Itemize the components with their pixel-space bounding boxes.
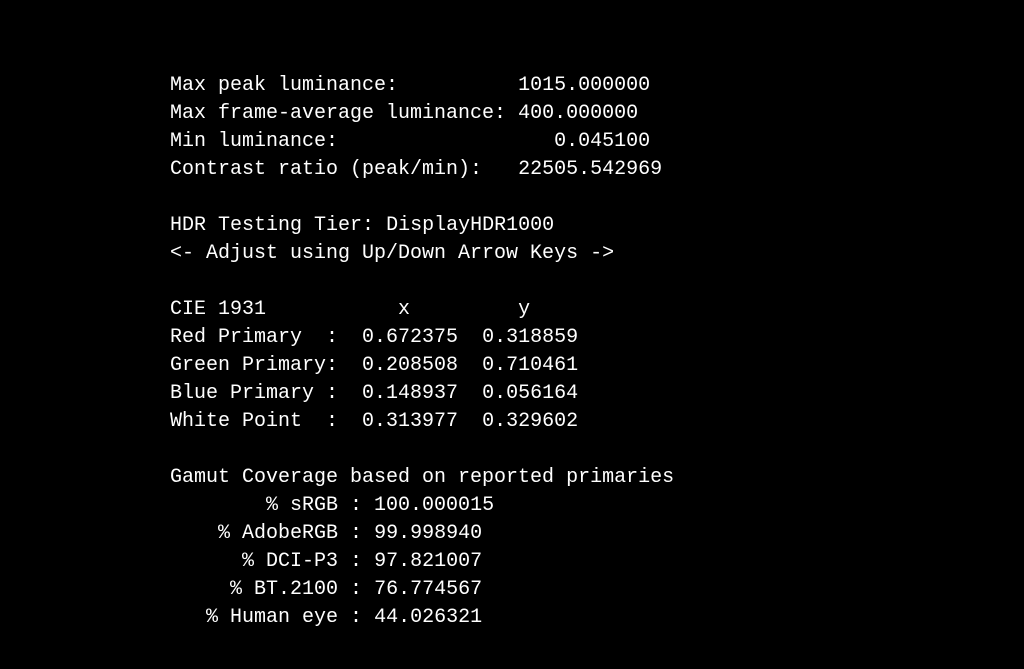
bt2100-label: % BT.2100 :	[230, 578, 362, 601]
humaneye-label: % Human eye :	[206, 606, 362, 629]
cie-y-header: y	[518, 298, 530, 321]
white-point-label: White Point :	[170, 410, 338, 433]
max-frame-avg-label: Max frame-average luminance:	[170, 102, 506, 125]
white-point-x: 0.313977	[362, 410, 458, 433]
blue-primary-label: Blue Primary :	[170, 382, 338, 405]
red-primary-line: Red Primary : 0.672375 0.318859	[170, 324, 1024, 352]
green-primary-y: 0.710461	[482, 354, 578, 377]
blank-line	[170, 436, 1024, 464]
max-frame-avg-value: 400.000000	[518, 102, 638, 125]
hdr-tier-line: HDR Testing Tier: DisplayHDR1000	[170, 212, 1024, 240]
red-primary-label: Red Primary :	[170, 326, 338, 349]
min-luminance-label: Min luminance:	[170, 130, 338, 153]
min-luminance-line: Min luminance: 0.045100	[170, 128, 1024, 156]
dcip3-value: 97.821007	[374, 550, 482, 573]
red-primary-x: 0.672375	[362, 326, 458, 349]
white-point-y: 0.329602	[482, 410, 578, 433]
bt2100-value: 76.774567	[374, 578, 482, 601]
green-primary-x: 0.208508	[362, 354, 458, 377]
hdr-hint-line: <- Adjust using Up/Down Arrow Keys ->	[170, 240, 1024, 268]
dcip3-label: % DCI-P3 :	[242, 550, 362, 573]
gamut-header: Gamut Coverage based on reported primari…	[170, 466, 674, 489]
humaneye-line: % Human eye : 44.026321	[170, 604, 1024, 632]
white-point-line: White Point : 0.313977 0.329602	[170, 408, 1024, 436]
red-primary-y: 0.318859	[482, 326, 578, 349]
adobergb-label: % AdobeRGB :	[218, 522, 362, 545]
cie-header-line: CIE 1931 x y	[170, 296, 1024, 324]
adobergb-line: % AdobeRGB : 99.998940	[170, 520, 1024, 548]
srgb-value: 100.000015	[374, 494, 494, 517]
dcip3-line: % DCI-P3 : 97.821007	[170, 548, 1024, 576]
min-luminance-value: 0.045100	[554, 130, 650, 153]
hdr-hint: <- Adjust using Up/Down Arrow Keys ->	[170, 242, 614, 265]
hdr-tier-value: DisplayHDR1000	[386, 214, 554, 237]
contrast-ratio-value: 22505.542969	[518, 158, 662, 181]
cie-header-label: CIE 1931	[170, 298, 266, 321]
blank-line	[170, 268, 1024, 296]
contrast-ratio-label: Contrast ratio (peak/min):	[170, 158, 482, 181]
cie-x-header: x	[398, 298, 410, 321]
gamut-header-line: Gamut Coverage based on reported primari…	[170, 464, 1024, 492]
max-peak-label: Max peak luminance:	[170, 74, 398, 97]
hdr-tier-label: HDR Testing Tier:	[170, 214, 374, 237]
green-primary-line: Green Primary: 0.208508 0.710461	[170, 352, 1024, 380]
bt2100-line: % BT.2100 : 76.774567	[170, 576, 1024, 604]
max-peak-value: 1015.000000	[518, 74, 650, 97]
srgb-line: % sRGB : 100.000015	[170, 492, 1024, 520]
blank-line	[170, 184, 1024, 212]
max-frame-avg-line: Max frame-average luminance: 400.000000	[170, 100, 1024, 128]
humaneye-value: 44.026321	[374, 606, 482, 629]
blue-primary-y: 0.056164	[482, 382, 578, 405]
max-peak-line: Max peak luminance: 1015.000000	[170, 72, 1024, 100]
adobergb-value: 99.998940	[374, 522, 482, 545]
srgb-label: % sRGB :	[266, 494, 362, 517]
terminal-output: Max peak luminance: 1015.000000 Max fram…	[170, 72, 1024, 632]
green-primary-label: Green Primary:	[170, 354, 338, 377]
blue-primary-line: Blue Primary : 0.148937 0.056164	[170, 380, 1024, 408]
contrast-ratio-line: Contrast ratio (peak/min): 22505.542969	[170, 156, 1024, 184]
blue-primary-x: 0.148937	[362, 382, 458, 405]
